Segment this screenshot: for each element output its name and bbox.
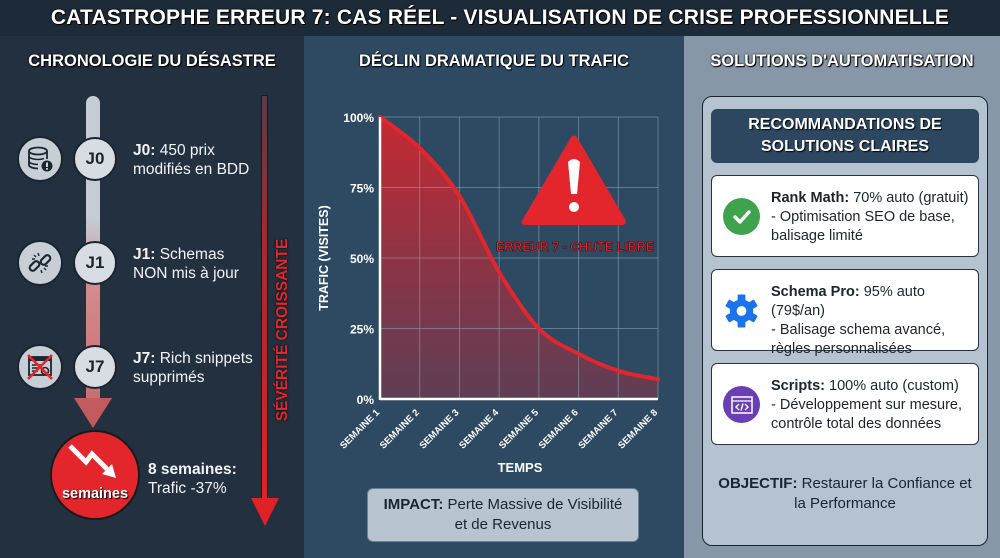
solution-text: Scripts: 100% auto (custom) - Développem…: [771, 377, 976, 434]
objectif-line1: Restaurer la Confiance et: [801, 475, 972, 492]
impact-text-line1: Perte Massive de Visibilité: [447, 496, 623, 513]
impact-box: IMPACT: Perte Massive de Visibilité et d…: [367, 488, 639, 542]
severity-label: SÉVÉRITÉ CROISSANTE: [274, 238, 291, 422]
y-tick-label: 75%: [350, 182, 374, 196]
check-circle-icon: [723, 198, 760, 235]
solution-name: Schema Pro:: [771, 284, 860, 300]
step-badge-j1: J1: [73, 241, 117, 285]
solution-card-scripts: Scripts: 100% auto (custom) - Développem…: [711, 363, 979, 445]
y-tick-label: 25%: [350, 323, 374, 337]
solution-desc-line3: règles personnalisées: [771, 341, 913, 357]
step-text-j0: J0: 450 prix modifiés en BDD: [133, 141, 249, 179]
severity-arrow: [261, 95, 268, 503]
code-window-icon: [723, 386, 760, 423]
solutions-box-title: RECOMMANDATIONS DE SOLUTIONS CLAIRES: [711, 109, 979, 163]
y-tick-label: 0%: [357, 393, 375, 407]
solution-card-schema-pro: Schema Pro: 95% auto (79$/an) - Balisage…: [711, 269, 979, 357]
step-desc-line1: Rich snippets: [159, 350, 253, 367]
impact-text-line2: et de Revenus: [454, 516, 552, 533]
traffic-line: [378, 115, 660, 382]
x-tick-label: SEMAINE 2: [378, 407, 422, 451]
y-axis-title: TRAFIC (VISITES): [317, 205, 331, 311]
final-circle-label: semaines: [61, 486, 129, 502]
broken-link-icon: [17, 240, 63, 286]
step-desc-line1: Schemas: [159, 246, 225, 263]
solution-desc-line2: - Balisage schema avancé,: [771, 322, 946, 338]
timeline-arrow-icon: [74, 398, 112, 428]
chart-heading: DÉCLIN DRAMATIQUE DU TRAFIC: [358, 52, 630, 70]
solution-card-rank-math: Rank Math: 70% auto (gratuit) - Optimisa…: [711, 175, 979, 257]
x-tick-label: SEMAINE 7: [576, 407, 620, 451]
step-label: J7:: [133, 350, 156, 367]
step-desc-line2: supprimés: [133, 369, 205, 386]
step-badge-j7: J7: [73, 345, 117, 389]
solution-summary: 70% auto (gratuit): [853, 190, 969, 206]
x-tick-label: SEMAINE 3: [418, 407, 462, 451]
solution-desc-line3: balisage limité: [771, 228, 863, 244]
objectif-text: OBJECTIF: Restaurer la Confiance et la P…: [711, 474, 979, 514]
gear-icon: [723, 292, 760, 329]
step-text-j1: J1: Schemas NON mis à jour: [133, 245, 239, 283]
solution-desc-line2: - Optimisation SEO de base,: [771, 209, 955, 225]
severity-arrow-head-icon: [251, 498, 279, 526]
page-title: CATASTROPHE ERREUR 7: CAS RÉEL - VISUALI…: [0, 0, 1000, 36]
solutions-box: RECOMMANDATIONS DE SOLUTIONS CLAIRES Ran…: [702, 96, 988, 546]
solution-name: Scripts:: [771, 378, 825, 394]
final-label: 8 semaines:: [148, 461, 237, 478]
x-tick-label: SEMAINE 5: [497, 407, 541, 451]
database-warning-icon: [17, 136, 63, 182]
x-axis-title: TEMPS: [498, 460, 543, 475]
x-tick-label: SEMAINE 8: [616, 407, 660, 451]
final-desc: Trafic -37%: [148, 480, 227, 497]
objectif-label: OBJECTIF:: [718, 475, 798, 492]
solution-text: Rank Math: 70% auto (gratuit) - Optimisa…: [771, 189, 976, 246]
box-title-line1: RECOMMANDATIONS DE: [748, 116, 942, 133]
impact-label: IMPACT:: [383, 496, 444, 513]
step-badge-j0: J0: [73, 137, 117, 181]
step-label: J1:: [133, 246, 156, 263]
objectif-line2: la Performance: [794, 495, 896, 512]
final-impact-circle: semaines: [50, 430, 140, 520]
trend-down-icon: [68, 444, 116, 478]
solution-name: Rank Math:: [771, 190, 850, 206]
solutions-heading: SOLUTIONS D'AUTOMATISATION: [710, 52, 974, 70]
step-desc-line2: modifiés en BDD: [133, 161, 250, 178]
solution-summary: 95% auto (79$/an): [771, 284, 925, 319]
final-text: 8 semaines: Trafic -37%: [148, 460, 237, 498]
solution-desc-line2: - Développement sur mesure,: [771, 397, 962, 413]
step-desc-line1: 450 prix: [159, 142, 215, 159]
timeline-panel: CHRONOLOGIE DU DÉSASTRE J0 J0: 450 prix …: [0, 36, 304, 558]
x-tick-label: SEMAINE 4: [457, 407, 501, 451]
solution-summary: 100% auto (custom): [829, 378, 959, 394]
chart-panel: DÉCLIN DRAMATIQUE DU TRAFIC 0% 25% 50% 75% 1…: [304, 36, 684, 558]
box-title-line2: SOLUTIONS CLAIRES: [760, 138, 929, 155]
solutions-panel: SOLUTIONS D'AUTOMATISATION RECOMMANDATIO…: [684, 36, 1000, 558]
y-tick-label: 50%: [350, 252, 374, 266]
step-text-j7: J7: Rich snippets supprimés: [133, 349, 253, 387]
solution-text: Schema Pro: 95% auto (79$/an) - Balisage…: [771, 283, 976, 359]
x-tick-label: SEMAINE 6: [537, 407, 581, 451]
y-tick-label: 100%: [343, 111, 374, 125]
solution-desc-line3: contrôle total des données: [771, 416, 942, 432]
alert-label: ERREUR 7 - CHUTE LIBRE: [496, 240, 654, 254]
step-label: J0:: [133, 142, 156, 159]
timeline-heading: CHRONOLOGIE DU DÉSASTRE: [28, 52, 276, 70]
step-desc-line2: NON mis à jour: [133, 265, 239, 282]
x-tick-label: SEMAINE 1: [338, 407, 382, 451]
warning-triangle-icon: [521, 135, 626, 225]
snippet-removed-icon: [17, 344, 63, 390]
